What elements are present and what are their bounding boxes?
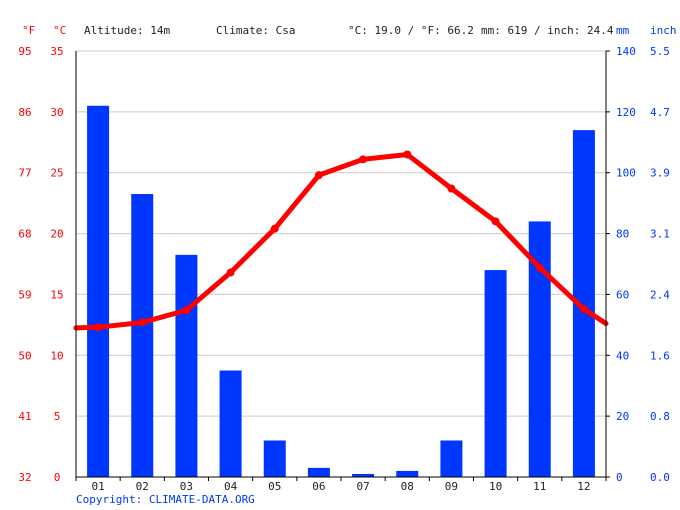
celsius-unit-label: °C — [53, 24, 66, 37]
temperature-point-07 — [359, 155, 368, 164]
month-label-02: 02 — [136, 480, 149, 493]
annual-precipitation-label: mm: 619 / inch: 24.4 — [481, 24, 614, 37]
temperature-point-06 — [314, 171, 323, 180]
precipitation-bar-01 — [87, 105, 110, 478]
mm-tick-label: 80 — [616, 228, 629, 241]
month-label-07: 07 — [356, 480, 369, 493]
fahrenheit-tick-label: 77 — [18, 167, 31, 180]
celsius-tick-label: 0 — [54, 471, 61, 484]
mm-tick-label: 60 — [616, 288, 629, 301]
fahrenheit-tick-label: 59 — [18, 288, 31, 301]
precipitation-bar-05 — [263, 440, 286, 477]
temperature-point-05 — [270, 224, 279, 233]
temperature-point-10 — [491, 217, 500, 226]
precipitation-bar-06 — [307, 467, 330, 477]
celsius-tick-label: 10 — [50, 349, 63, 362]
precipitation-bar-08 — [396, 470, 419, 477]
celsius-tick-label: 25 — [50, 167, 63, 180]
inch-tick-label: 0.8 — [650, 410, 670, 423]
mm-tick-label: 120 — [616, 106, 636, 119]
precipitation-bar-07 — [352, 473, 375, 477]
precipitation-bar-10 — [484, 270, 507, 477]
average-temperature-label: °C: 19.0 / °F: 66.2 — [348, 24, 474, 37]
temperature-point-04 — [226, 268, 235, 277]
fahrenheit-unit-label: °F — [22, 24, 35, 37]
fahrenheit-tick-label: 68 — [18, 228, 31, 241]
celsius-tick-label: 20 — [50, 228, 63, 241]
climate-label: Climate: Csa — [216, 24, 295, 37]
inch-tick-label: 0.0 — [650, 471, 670, 484]
inch-tick-label: 3.9 — [650, 167, 670, 180]
precipitation-bar-12 — [572, 130, 595, 477]
temperature-point-08 — [403, 150, 412, 159]
fahrenheit-tick-label: 32 — [18, 471, 31, 484]
altitude-label: Altitude: 14m — [84, 24, 170, 37]
month-label-03: 03 — [180, 480, 193, 493]
precipitation-bar-02 — [131, 194, 154, 477]
inch-tick-label: 2.4 — [650, 288, 670, 301]
inch-tick-label: 1.6 — [650, 349, 670, 362]
mm-tick-label: 40 — [616, 349, 629, 362]
month-label-11: 11 — [533, 480, 546, 493]
tick-labels: 32 0 0 0.0 41 5 20 0.8 50 10 40 1.6 59 15 60 2.4 68 20 80 3… — [18, 45, 670, 493]
copyright-label: Copyright: CLIMATE-DATA.ORG — [76, 493, 255, 506]
mm-tick-label: 100 — [616, 167, 636, 180]
mm-tick-label: 0 — [616, 471, 623, 484]
month-label-06: 06 — [312, 480, 325, 493]
month-label-05: 05 — [268, 480, 281, 493]
celsius-tick-label: 30 — [50, 106, 63, 119]
temperature-point-01 — [94, 323, 103, 332]
gridlines — [76, 50, 606, 417]
celsius-tick-label: 35 — [50, 45, 63, 58]
month-label-01: 01 — [91, 480, 104, 493]
inch-tick-label: 3.1 — [650, 228, 670, 241]
month-label-08: 08 — [401, 480, 414, 493]
temperature-point-03 — [182, 306, 191, 315]
mm-tick-label: 140 — [616, 45, 636, 58]
mm-unit-label: mm — [616, 24, 630, 37]
temperature-point-02 — [138, 318, 147, 327]
mm-tick-label: 20 — [616, 410, 629, 423]
temperature-point-11 — [535, 263, 544, 272]
month-label-10: 10 — [489, 480, 502, 493]
fahrenheit-tick-label: 50 — [18, 349, 31, 362]
temperature-point-09 — [447, 184, 456, 193]
month-label-04: 04 — [224, 480, 238, 493]
fahrenheit-tick-label: 95 — [18, 45, 31, 58]
precipitation-bars — [87, 105, 595, 478]
axes — [75, 50, 610, 481]
inch-tick-label: 4.7 — [650, 106, 670, 119]
temperature-series-line — [73, 151, 609, 331]
month-label-09: 09 — [445, 480, 458, 493]
temperature-point-12 — [579, 305, 588, 314]
fahrenheit-tick-label: 86 — [18, 106, 31, 119]
celsius-tick-label: 15 — [50, 288, 63, 301]
precipitation-bar-09 — [440, 440, 463, 477]
month-label-12: 12 — [577, 480, 590, 493]
precipitation-bar-04 — [219, 370, 242, 477]
celsius-tick-label: 5 — [54, 410, 61, 423]
precipitation-bar-11 — [528, 221, 551, 477]
inch-unit-label: inch — [650, 24, 677, 37]
temperature-line — [73, 150, 609, 332]
fahrenheit-tick-label: 41 — [18, 410, 31, 423]
precipitation-bar-03 — [175, 254, 198, 477]
inch-tick-label: 5.5 — [650, 45, 670, 58]
